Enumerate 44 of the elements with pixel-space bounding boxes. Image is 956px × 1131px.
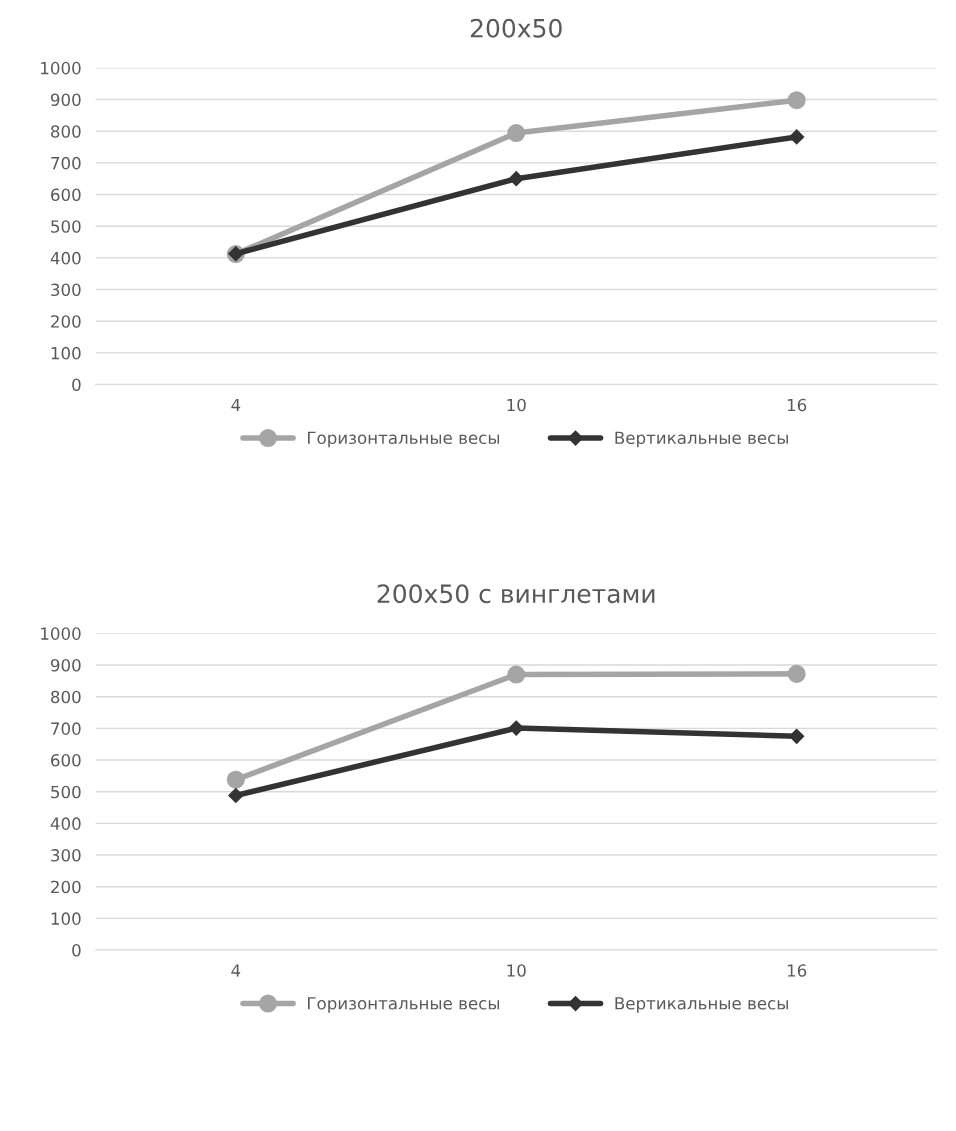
point: [789, 129, 805, 145]
y-tick-label: 500: [51, 220, 81, 233]
y-tick-label: 300: [51, 849, 81, 862]
point: [787, 664, 806, 683]
y-tick-label: 500: [51, 785, 81, 799]
point: [507, 665, 526, 684]
x-tick-label: 16: [787, 398, 807, 412]
y-tick-label: 200: [51, 315, 81, 328]
chart-title: 200x50: [470, 18, 562, 38]
point: [226, 770, 245, 789]
y-tick-label: 900: [50, 93, 81, 107]
y-tick-label: 200: [51, 880, 81, 894]
x-tick-label: 10: [507, 398, 526, 412]
x-tick-label: 4: [231, 964, 241, 977]
y-tick-label: 600: [51, 188, 81, 202]
y-tick-label: 800: [51, 125, 81, 138]
y-tick-label: 700: [51, 156, 81, 170]
y-tick-label: 0: [72, 944, 81, 957]
legend-label: Вертикальные весы: [615, 431, 788, 448]
y-tick-label: 1000: [41, 61, 81, 75]
legend-label: Горизонтальные весы: [308, 431, 500, 448]
chart-title: 200x50 с винглетами: [377, 584, 655, 604]
point: [228, 787, 244, 804]
point: [789, 728, 805, 744]
y-tick-label: 800: [51, 690, 81, 704]
point: [507, 124, 526, 143]
x-tick-label: 16: [787, 964, 807, 977]
y-tick-label: 100: [51, 912, 81, 925]
x-tick-label: 4: [231, 398, 241, 412]
point: [508, 720, 524, 736]
point: [508, 171, 524, 187]
y-tick-label: 600: [51, 753, 81, 767]
legend-label: Вертикальные весы: [615, 997, 788, 1013]
y-tick-label: 0: [72, 378, 81, 392]
y-tick-label: 700: [51, 722, 81, 735]
point: [787, 91, 806, 110]
y-tick-label: 400: [50, 817, 81, 830]
y-tick-label: 1000: [41, 627, 81, 640]
y-tick-label: 100: [51, 346, 81, 360]
legend-label: Горизонтальные весы: [308, 997, 500, 1013]
y-tick-label: 400: [50, 251, 81, 265]
y-tick-label: 900: [50, 658, 81, 672]
y-tick-label: 300: [51, 283, 81, 297]
x-tick-label: 10: [507, 964, 526, 977]
